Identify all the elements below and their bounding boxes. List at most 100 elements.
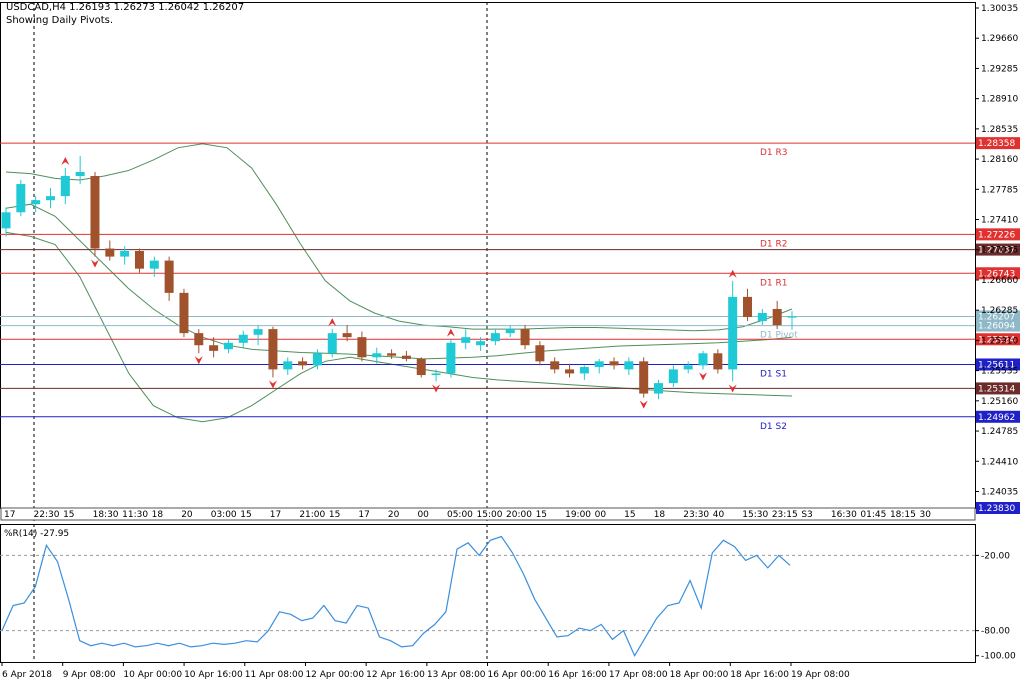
candle-body [120,250,130,257]
session-label: 00 [595,510,607,520]
price-tick-label: 1.26285 [981,306,1018,316]
candle-body [772,308,782,326]
wpr-plot-border [0,524,976,663]
candle-body [60,176,70,197]
candle-body [283,361,293,370]
candle-body [372,353,382,358]
candle-body [550,361,560,370]
candle-body [179,292,189,334]
candle-body [342,333,352,338]
candle-body [223,342,233,350]
price-tick-label: 1.24785 [981,427,1018,437]
price-tag-bg [976,243,1020,256]
session-label: 17 [358,510,369,520]
chart-title: USDCAD,H4 1.26193 1.26273 1.26042 1.2620… [6,2,245,13]
wpr-line [1,535,791,658]
candle-body [609,361,619,366]
candle-body [698,353,708,366]
price-tag: 1.27037 [978,246,1015,256]
candle-body [298,361,308,366]
price-tick-label: 1.27410 [981,216,1018,226]
time-tick-label: 13 Apr 08:00 [427,670,486,680]
fractal-down-marker [432,384,441,393]
session-labels: 17 22:30 15 18:30 11:30 18 20 03:00 15 17 21:00 15 1… [0,507,976,521]
session-label: 11:30 [122,510,148,520]
candlestick-series [1,155,797,400]
session-label: 40 [713,510,725,520]
price-tag: 1.25924 [978,335,1015,345]
time-tick-label: 9 Apr 08:00 [63,670,116,680]
main-plot-border [0,2,976,509]
fractal-up-marker [728,269,737,278]
price-tag-bg [976,319,1020,332]
time-tick-label: 18 Apr 16:00 [730,670,789,680]
fractal-down-marker [268,380,277,389]
candle-body [565,369,575,374]
price-tag-bg [976,333,1020,346]
pivot-level-name: D1 R3 [760,148,788,158]
session-label: 20 [388,510,400,520]
price-tag-bg [976,137,1020,150]
bollinger-middle [5,203,793,360]
fractal-down-marker [699,372,708,381]
session-label: 15:00 [477,510,503,520]
candle-body [446,342,456,374]
fractal-up-marker [328,318,337,327]
price-tick-label: 1.24410 [981,457,1018,467]
session-label: 21:00 [299,510,325,520]
candle-body [461,337,471,343]
price-tag: 1.26094 [978,322,1015,332]
price-tick-label: 1.30035 [981,4,1018,14]
session-label: 16:30 [831,510,857,520]
session-label: 30 [919,510,931,520]
price-tick-label: 1.25910 [981,336,1018,346]
williams-r-panel: %R(14) -27.95 -20.00 -80.00 -100.00 [0,529,1016,662]
fractal-up-marker [446,328,455,337]
bollinger-upper [5,143,793,332]
wpr-label: %R(14) -27.95 [4,529,69,539]
candle-body [654,383,664,394]
price-tick-label: 1.27785 [981,185,1018,195]
fractal-down-marker [728,384,737,393]
candle-body [757,312,767,322]
session-label: 22:30 [34,510,60,520]
session-label: 01:45 [860,510,886,520]
candle-body [238,334,248,343]
price-tag-bg [976,410,1020,423]
session-label: S3 [801,510,812,520]
candle-body [579,366,589,374]
candle-body [194,333,204,346]
price-tag: 1.28358 [978,139,1015,149]
price-tick-label: 1.26660 [981,276,1018,286]
candle-body [728,296,738,370]
price-tag: 1.23830 [978,504,1015,514]
chart-subtitle: Showing Daily Pivots. [6,15,114,26]
session-label: 20:00 [506,510,532,520]
session-label: 15 [329,510,340,520]
session-label: 18:30 [93,510,119,520]
time-tick-label: 10 Apr 16:00 [184,670,243,680]
session-label: 23:30 [683,510,709,520]
session-label: 20 [181,510,193,520]
candle-body [683,365,693,370]
price-tick-label: 1.25535 [981,367,1018,377]
price-tag: 1.27226 [978,230,1015,240]
candle-body [713,353,723,370]
time-tick-label: 12 Apr 16:00 [366,670,425,680]
session-strip [0,507,976,521]
candle-body [16,184,26,213]
time-tick-label: 6 Apr 2018 [2,670,52,680]
candle-body [490,333,500,342]
candle-body [594,361,604,367]
time-tick-label: 16 Apr 16:00 [548,670,607,680]
price-tag-bg [976,502,1020,514]
time-tick-label: 16 Apr 00:00 [488,670,547,680]
price-tag: 1.25314 [978,384,1015,394]
price-tick-label: 1.29660 [981,34,1018,44]
price-tag: 1.26743 [978,269,1015,279]
candle-body [520,329,530,346]
candle-body [505,329,515,334]
price-tag-bg [976,358,1020,371]
candle-body [743,296,753,318]
